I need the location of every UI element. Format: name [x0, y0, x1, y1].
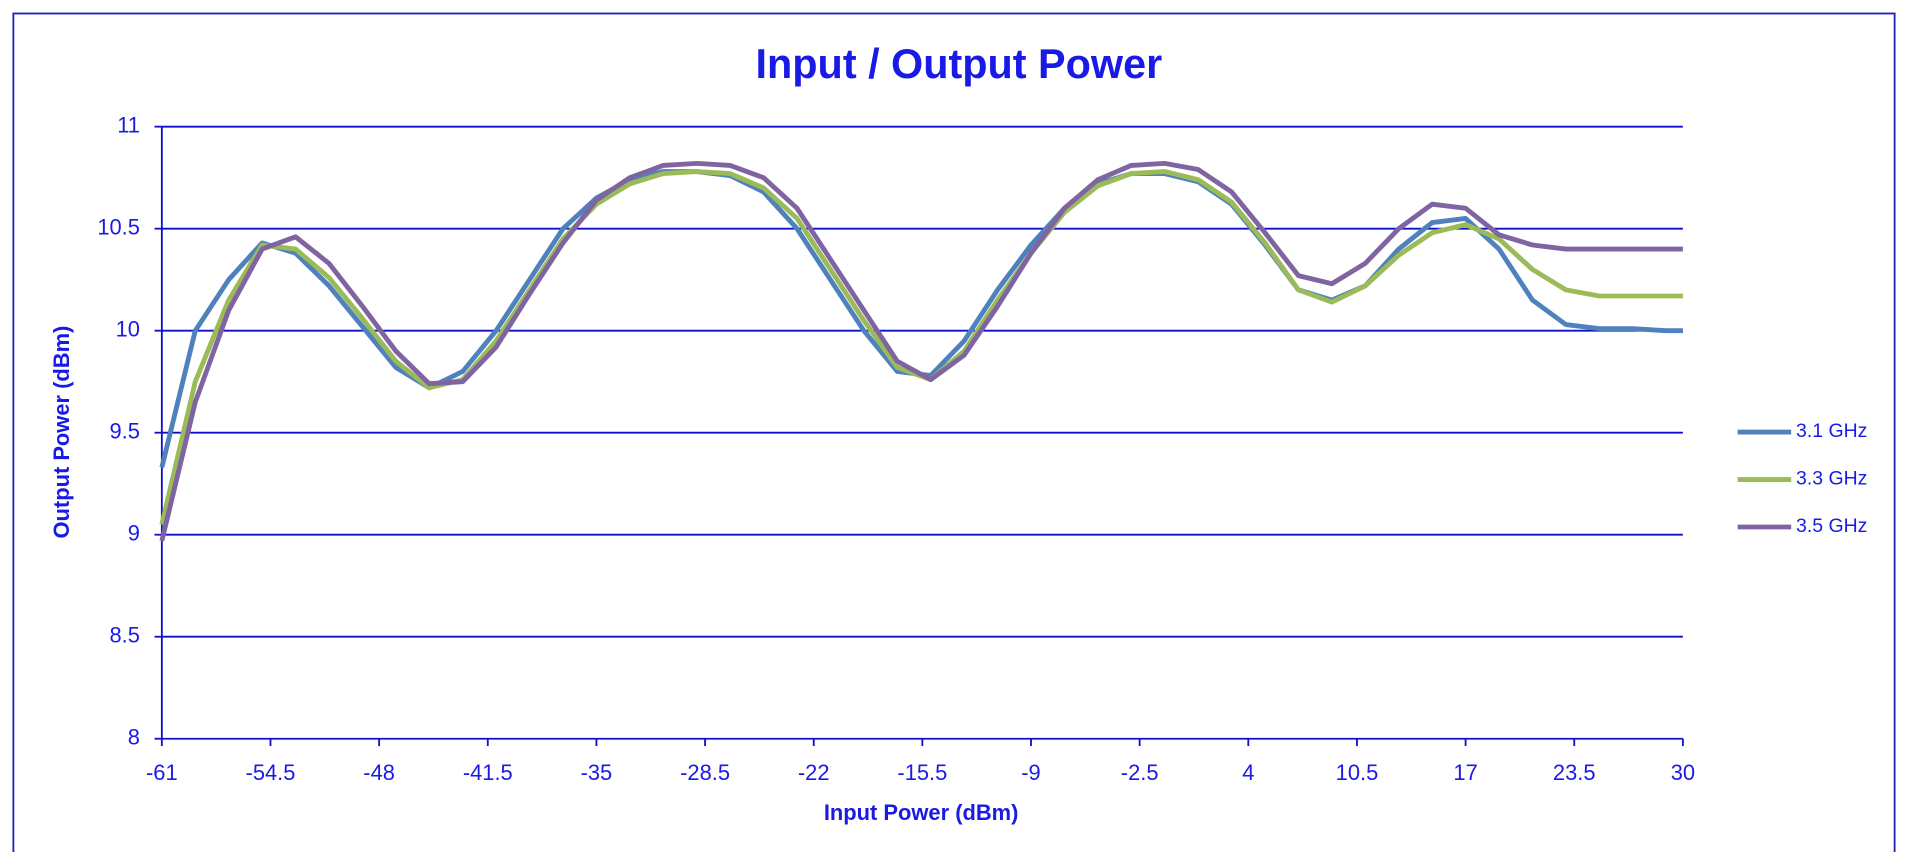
legend-label: 3.5 GHz — [1796, 515, 1867, 537]
y-tick-label: 10 — [116, 316, 140, 341]
x-tick-label: 4 — [1242, 760, 1254, 785]
x-tick-label: 23.5 — [1553, 760, 1596, 785]
x-tick-label: -22 — [798, 760, 830, 785]
x-tick-label: -54.5 — [246, 760, 296, 785]
x-tick-label: 10.5 — [1336, 760, 1379, 785]
x-tick-label: -9 — [1021, 760, 1040, 785]
y-tick-label: 8.5 — [109, 622, 139, 647]
x-tick-label: 30 — [1671, 760, 1695, 785]
y-tick-label: 9.5 — [109, 418, 139, 443]
x-axis-label: Input Power (dBm) — [824, 800, 1019, 825]
data-line — [159, 169, 1683, 526]
y-tick-label: 10.5 — [97, 214, 140, 239]
data-line — [159, 160, 1683, 542]
chart-title: Input / Output Power — [756, 41, 1163, 87]
legend-label: 3.3 GHz — [1796, 468, 1867, 490]
x-tick-label: -15.5 — [897, 760, 947, 785]
x-tick-label: -48 — [363, 760, 395, 785]
y-tick-label: 11 — [117, 112, 140, 137]
x-tick-label: -28.5 — [680, 760, 730, 785]
x-tick-label: 17 — [1453, 760, 1477, 785]
x-tick-label: -2.5 — [1121, 760, 1159, 785]
y-tick-label: 9 — [128, 520, 140, 545]
chart-frame — [12, 12, 1896, 852]
data-line — [159, 169, 1683, 468]
x-tick-label: -61 — [146, 760, 178, 785]
x-tick-label: -41.5 — [463, 760, 513, 785]
x-tick-label: -35 — [581, 760, 613, 785]
y-tick-label: 8 — [128, 725, 140, 750]
legend-label: 3.1 GHz — [1796, 420, 1867, 442]
y-axis-label: Output Power (dBm) — [49, 326, 74, 539]
